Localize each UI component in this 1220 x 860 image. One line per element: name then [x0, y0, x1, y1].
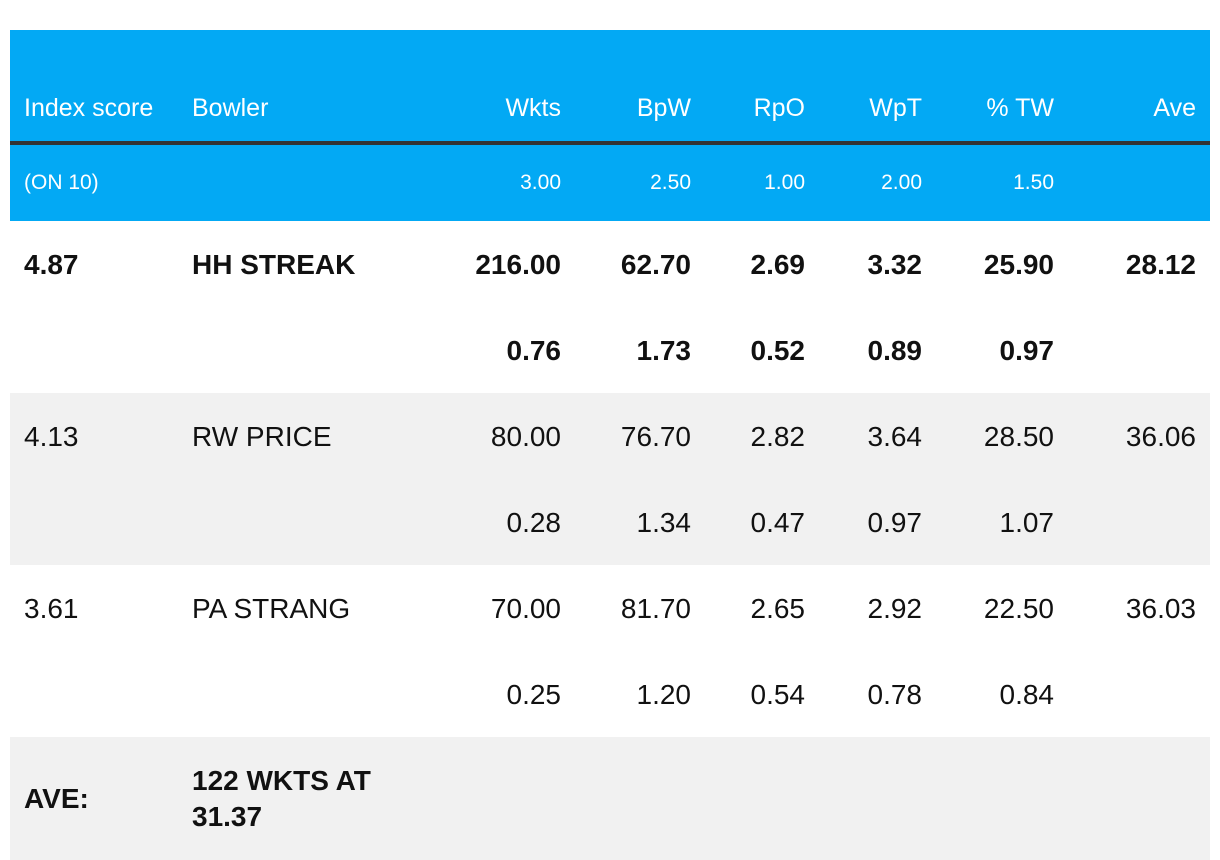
bpw-score-cell: 1.20	[636, 679, 692, 710]
weight-bpw: 2.50	[575, 143, 705, 221]
weight-ave-empty	[1068, 143, 1210, 221]
average-summary: 122 WKTS AT 31.37	[178, 737, 393, 860]
table-subrow: 0.25 1.20 0.54 0.78 0.84	[10, 653, 1210, 737]
tw-score-cell: 0.97	[999, 335, 1055, 366]
ave-cell: 36.06	[1068, 393, 1210, 481]
tw-cell: 25.90	[983, 249, 1054, 280]
header-wkts: Wkts	[393, 30, 575, 145]
table-subrow: 0.28 1.34 0.47 0.97 1.07	[10, 481, 1210, 565]
empty-cell	[705, 737, 819, 860]
index-score-cell: 4.87	[24, 249, 79, 280]
table-subrow: 0.76 1.73 0.52 0.89 0.97	[10, 309, 1210, 393]
header-ave: Ave	[1068, 30, 1210, 145]
bowler-index-table: Index score Bowler Wkts BpW RpO WpT % TW…	[10, 30, 1210, 860]
average-label: AVE:	[10, 737, 178, 860]
header-row: Index score Bowler Wkts BpW RpO WpT % TW…	[10, 30, 1210, 145]
empty-cell	[1068, 653, 1210, 737]
weights-row: (ON 10) 3.00 2.50 1.00 2.00 1.50	[10, 143, 1210, 221]
header-rpo: RpO	[705, 30, 819, 145]
empty-cell	[178, 481, 393, 565]
tw-cell: 22.50	[983, 593, 1054, 624]
header-bowler: Bowler	[178, 30, 393, 145]
wkts-score-cell: 0.28	[393, 481, 575, 565]
empty-cell	[936, 737, 1068, 860]
weight-rpo: 1.00	[705, 143, 819, 221]
rpo-score-cell: 0.54	[750, 679, 806, 710]
ave-cell: 28.12	[1125, 249, 1196, 280]
header-wpt: WpT	[819, 30, 936, 145]
wkts-cell: 216.00	[475, 249, 561, 280]
wkts-cell: 80.00	[393, 393, 575, 481]
table-row: 4.13 RW PRICE 80.00 76.70 2.82 3.64 28.5…	[10, 393, 1210, 481]
rpo-cell: 2.65	[750, 593, 806, 624]
table-row: 4.87 HH STREAK 216.00 62.70 2.69 3.32 25…	[10, 221, 1210, 309]
index-score-cell: 3.61	[24, 593, 79, 624]
empty-cell	[575, 737, 705, 860]
bowler-name-cell: RW PRICE	[178, 393, 393, 481]
ave-cell: 36.03	[1125, 593, 1196, 624]
weight-tw: 1.50	[936, 143, 1068, 221]
weights-bowler-empty	[178, 143, 393, 221]
empty-cell	[1068, 481, 1210, 565]
bpw-cell: 76.70	[575, 393, 705, 481]
wpt-cell: 3.32	[867, 249, 923, 280]
empty-cell	[178, 653, 393, 737]
bpw-cell: 62.70	[620, 249, 691, 280]
empty-cell	[1068, 737, 1210, 860]
rpo-cell: 2.69	[750, 249, 806, 280]
average-row: AVE: 122 WKTS AT 31.37	[10, 737, 1210, 860]
empty-cell	[819, 737, 936, 860]
wpt-score-cell: 0.78	[867, 679, 923, 710]
table-row: 3.61 PA STRANG 70.00 81.70 2.65 2.92 22.…	[10, 565, 1210, 653]
wkts-score-cell: 0.25	[506, 679, 562, 710]
wpt-score-cell: 0.89	[867, 335, 923, 366]
wpt-cell: 3.64	[819, 393, 936, 481]
bowler-name-cell: HH STREAK	[192, 249, 356, 280]
empty-cell	[178, 309, 393, 393]
empty-cell	[393, 737, 575, 860]
empty-cell	[1068, 309, 1210, 393]
header-tw: % TW	[936, 30, 1068, 145]
index-score-cell: 4.13	[10, 393, 178, 481]
empty-cell	[10, 653, 178, 737]
wpt-cell: 2.92	[867, 593, 923, 624]
bpw-score-cell: 1.34	[575, 481, 705, 565]
empty-cell	[10, 309, 178, 393]
tw-score-cell: 0.84	[999, 679, 1055, 710]
tw-score-cell: 1.07	[936, 481, 1068, 565]
bowler-name-cell: PA STRANG	[192, 593, 351, 624]
rpo-cell: 2.82	[705, 393, 819, 481]
weight-wkts: 3.00	[393, 143, 575, 221]
weight-wpt: 2.00	[819, 143, 936, 221]
bowler-index-table-container: Index score Bowler Wkts BpW RpO WpT % TW…	[10, 30, 1210, 860]
header-bpw: BpW	[575, 30, 705, 145]
bpw-score-cell: 1.73	[636, 335, 692, 366]
tw-cell: 28.50	[936, 393, 1068, 481]
bpw-cell: 81.70	[620, 593, 691, 624]
rpo-score-cell: 0.52	[750, 335, 806, 366]
weights-label: (ON 10)	[10, 143, 178, 221]
empty-cell	[10, 481, 178, 565]
wkts-score-cell: 0.76	[506, 335, 562, 366]
header-index-score: Index score	[10, 30, 178, 145]
wkts-cell: 70.00	[490, 593, 561, 624]
rpo-score-cell: 0.47	[705, 481, 819, 565]
wpt-score-cell: 0.97	[819, 481, 936, 565]
